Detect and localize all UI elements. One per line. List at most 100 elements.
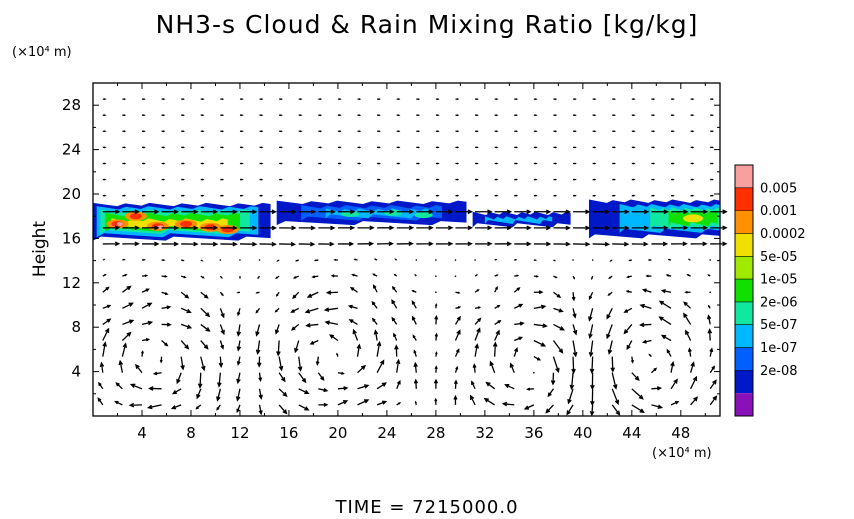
wind-arrow [514,258,518,261]
wind-arrow [690,194,695,197]
wind-arrow [592,194,597,197]
wind-arrow [239,162,244,165]
wind-arrow [102,146,107,149]
y-tick-label: 24 [62,141,81,159]
wind-arrow [255,291,260,294]
wind-arrow [148,386,162,391]
wind-arrow [612,130,616,133]
wind-arrow [200,98,205,101]
wind-arrow [323,307,339,312]
wind-arrow [416,241,434,247]
wind-arrow [686,274,691,277]
wind-arrow [455,98,460,101]
wind-arrow [259,209,278,215]
colorbar-label: 0.005 [760,181,797,196]
wind-arrow [102,130,107,133]
wind-arrow [122,114,127,117]
wind-arrow [474,289,480,293]
wind-arrow [394,344,399,357]
wind-arrow [434,302,438,309]
wind-arrow [197,372,203,389]
wind-vectors [97,98,728,417]
wind-arrow [337,386,349,391]
wind-arrow [553,209,571,215]
wind-arrow [161,225,180,231]
wind-arrow [553,259,557,262]
wind-arrow [318,114,323,117]
wind-arrow [313,259,319,262]
wind-arrow [545,404,554,414]
wind-arrow [306,291,319,298]
wind-arrow [690,162,695,165]
wind-arrow [455,146,460,149]
wind-arrow [220,178,225,181]
wind-arrow [141,302,153,309]
wind-arrow [455,162,460,165]
wind-arrow [219,291,224,297]
wind-arrow [181,162,185,165]
y-tick-label: 8 [71,318,81,336]
wind-arrow [413,349,417,357]
wind-arrow [377,114,381,117]
wind-arrow [102,241,121,247]
wind-arrow [455,225,473,231]
wind-arrow [318,388,329,393]
wind-arrow [220,209,238,215]
wind-arrow [494,130,499,133]
wind-arrow [683,301,692,309]
wind-arrow [475,241,493,247]
wind-arrow [258,404,263,416]
wind-arrow [140,350,144,357]
wind-arrow [710,178,714,181]
wind-arrow [294,340,300,354]
wind-arrow [494,146,499,149]
wind-arrow [298,209,317,215]
wind-arrow [706,314,712,325]
wind-arrow [435,241,454,247]
wind-arrow [533,114,538,117]
wind-arrow [376,382,387,390]
wind-arrow [475,146,479,149]
wind-arrow [337,194,342,197]
wind-arrow [411,300,417,309]
wind-arrow [279,162,283,165]
wind-arrow [514,274,520,277]
wind-arrow [239,209,258,215]
wind-arrow [494,241,513,247]
colorbar-label: 0.001 [760,204,797,219]
wind-arrow [391,285,398,293]
wind-arrow [259,130,264,133]
wind-arrow [690,225,709,231]
wind-arrow [651,114,656,117]
colorbar-label: 1e-05 [760,273,798,288]
wind-arrow [454,275,457,277]
wind-arrow [494,209,513,215]
wind-arrow [122,130,127,133]
wind-arrow [566,404,574,416]
wind-arrow [514,178,519,181]
wind-arrow [514,146,519,149]
wind-arrow [298,404,310,411]
wind-arrow [415,259,418,261]
wind-arrow [514,321,525,326]
wind-arrow [569,372,575,391]
wind-arrow [474,274,478,277]
wind-arrow [180,291,190,299]
wind-arrow [170,404,182,410]
wind-arrow [118,359,124,373]
wind-arrow [455,291,461,294]
wind-arrow [552,356,560,374]
wind-arrow [377,178,381,181]
wind-arrow [553,241,571,247]
wind-arrow [122,285,132,293]
wind-arrow [553,275,558,279]
wind-arrow [455,130,460,133]
wind-arrow [258,388,263,400]
wind-arrow [435,130,440,133]
wind-arrow [416,162,421,165]
wind-arrow [161,340,169,347]
wind-arrow [666,348,672,357]
wind-arrow [707,274,711,277]
wind-arrow [318,194,323,197]
wind-arrow [121,342,128,357]
